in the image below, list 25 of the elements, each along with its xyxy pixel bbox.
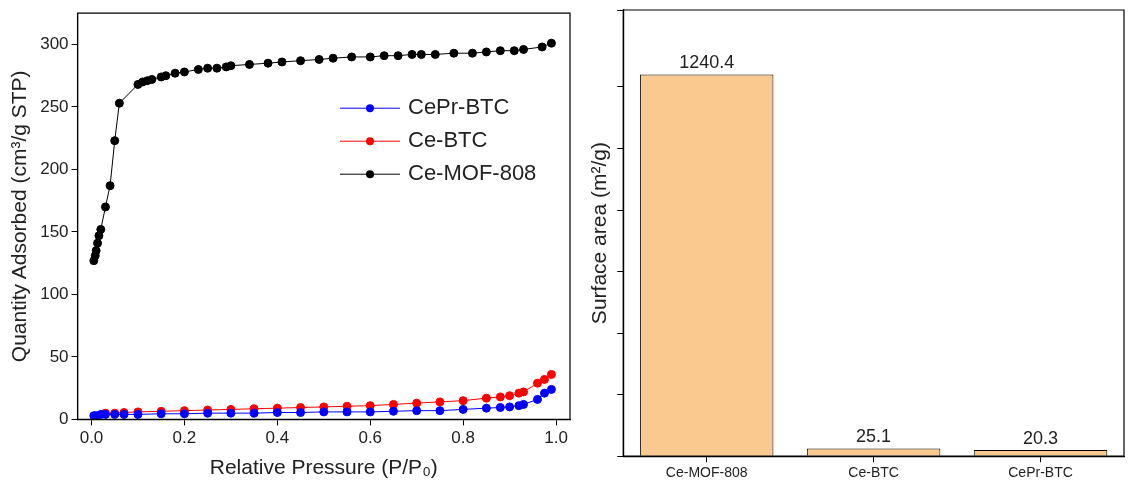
y-tick-label: 0 bbox=[59, 409, 69, 429]
x-tick-label: Ce-MOF-808 bbox=[665, 464, 748, 481]
y-tick-label: 300 bbox=[40, 34, 69, 54]
data-label: 25.1 bbox=[856, 426, 892, 447]
y-axis-title: Quantity Adsorbed (cm³/g STP) bbox=[7, 70, 31, 363]
legend-label: CePr-BTC bbox=[408, 94, 510, 120]
data-label: 20.3 bbox=[1023, 427, 1059, 448]
x-tick-label: 0.4 bbox=[265, 428, 290, 448]
legend-label: Ce-MOF-808 bbox=[408, 160, 537, 186]
x-tick-label: 0.0 bbox=[79, 428, 104, 448]
y-tick-label: 250 bbox=[40, 96, 69, 116]
y-axis-title: Surface area (m²/g) bbox=[587, 142, 611, 325]
x-tick-label: Ce-BTC bbox=[848, 464, 899, 481]
legend-label: Ce-BTC bbox=[408, 127, 488, 153]
x-tick-label: 0.8 bbox=[451, 428, 475, 448]
x-tick-label: 0.6 bbox=[358, 428, 383, 448]
x-tick-label: CePr-BTC bbox=[1008, 464, 1073, 481]
y-tick-label: 50 bbox=[49, 346, 69, 366]
y-tick-label: 150 bbox=[40, 221, 69, 241]
y-tick-label: 200 bbox=[40, 159, 69, 179]
data-label: 1240.4 bbox=[679, 52, 735, 73]
x-axis-title: Relative Pressure (P/P₀) bbox=[209, 455, 438, 479]
x-tick-label: 0.2 bbox=[172, 428, 197, 448]
y-tick-label: 100 bbox=[40, 284, 69, 304]
x-tick-label: 1.0 bbox=[544, 428, 568, 448]
